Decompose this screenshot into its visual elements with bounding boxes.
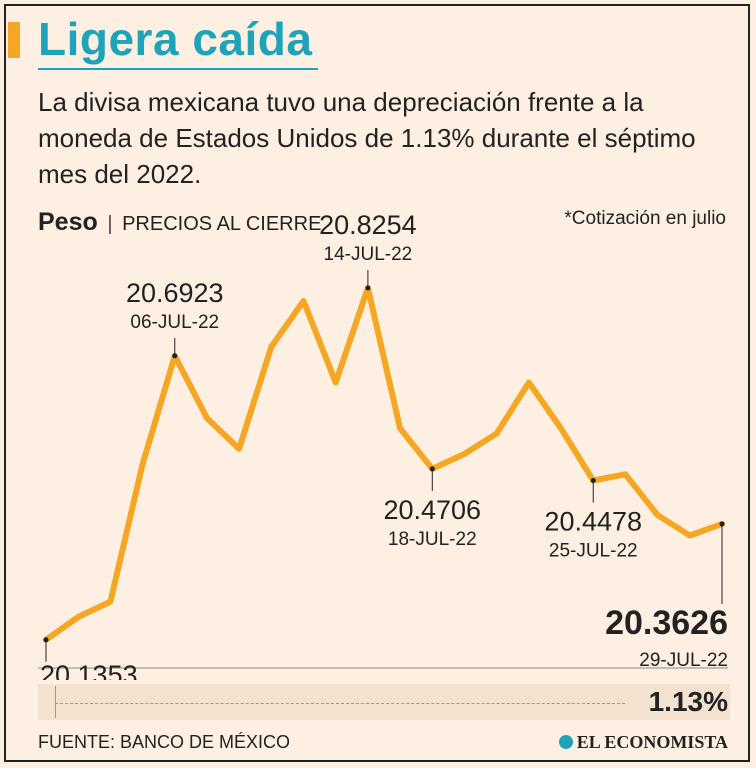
change-tick <box>55 686 56 718</box>
annotation-dot <box>365 285 371 291</box>
annotation-value: 20.3626 <box>605 604 728 642</box>
change-value: 1.13% <box>648 686 728 717</box>
annotation-dot <box>590 478 596 484</box>
series-line-peso <box>43 285 725 643</box>
annotation-dot <box>719 521 725 527</box>
annotation-value: 20.4478 <box>544 507 642 537</box>
chart-label-bold: Peso <box>38 208 98 236</box>
chart-label: Peso | PRECIOS AL CIERRE <box>38 208 321 237</box>
subtitle: La divisa mexicana tuvo una depreciación… <box>38 87 696 189</box>
change-dashed-line <box>55 703 625 704</box>
annotation-value: 20.4706 <box>383 495 481 525</box>
annotation-date: 14-JUL-22 <box>324 244 413 265</box>
chart-label-rest: PRECIOS AL CIERRE <box>122 213 322 235</box>
page-title: Ligera caída <box>38 13 313 65</box>
title-underline <box>38 68 318 70</box>
annotation-date: 25-JUL-22 <box>549 541 638 562</box>
annotation-dot <box>172 353 178 359</box>
brand-globe-icon <box>558 735 573 749</box>
annotation-dot <box>43 637 49 643</box>
title-accent-bar <box>8 22 20 58</box>
annotation-date: 18-JUL-22 <box>388 529 477 550</box>
brand-logo: EL ECONOMISTA <box>558 732 728 753</box>
annotation-date: 06-JUL-22 <box>130 312 219 333</box>
chart-note: *Cotización en julio <box>564 208 726 229</box>
chart-label-separator: | <box>107 213 113 235</box>
annotation-value: 20.6923 <box>126 278 224 308</box>
change-bar <box>38 684 730 720</box>
annotation-date: 29-JUL-22 <box>639 650 728 671</box>
annotation-dot <box>429 466 435 472</box>
source-note: FUENTE: BANCO DE MÉXICO <box>38 732 291 752</box>
line-chart: 20.135330-JUN-2220.692306-JUL-2220.82541… <box>38 210 728 680</box>
annotation-value: 20.8254 <box>319 210 417 240</box>
annotation-value: 20.1353 <box>40 660 138 680</box>
graphic-frame <box>4 4 750 762</box>
brand-name: EL ECONOMISTA <box>576 732 728 752</box>
